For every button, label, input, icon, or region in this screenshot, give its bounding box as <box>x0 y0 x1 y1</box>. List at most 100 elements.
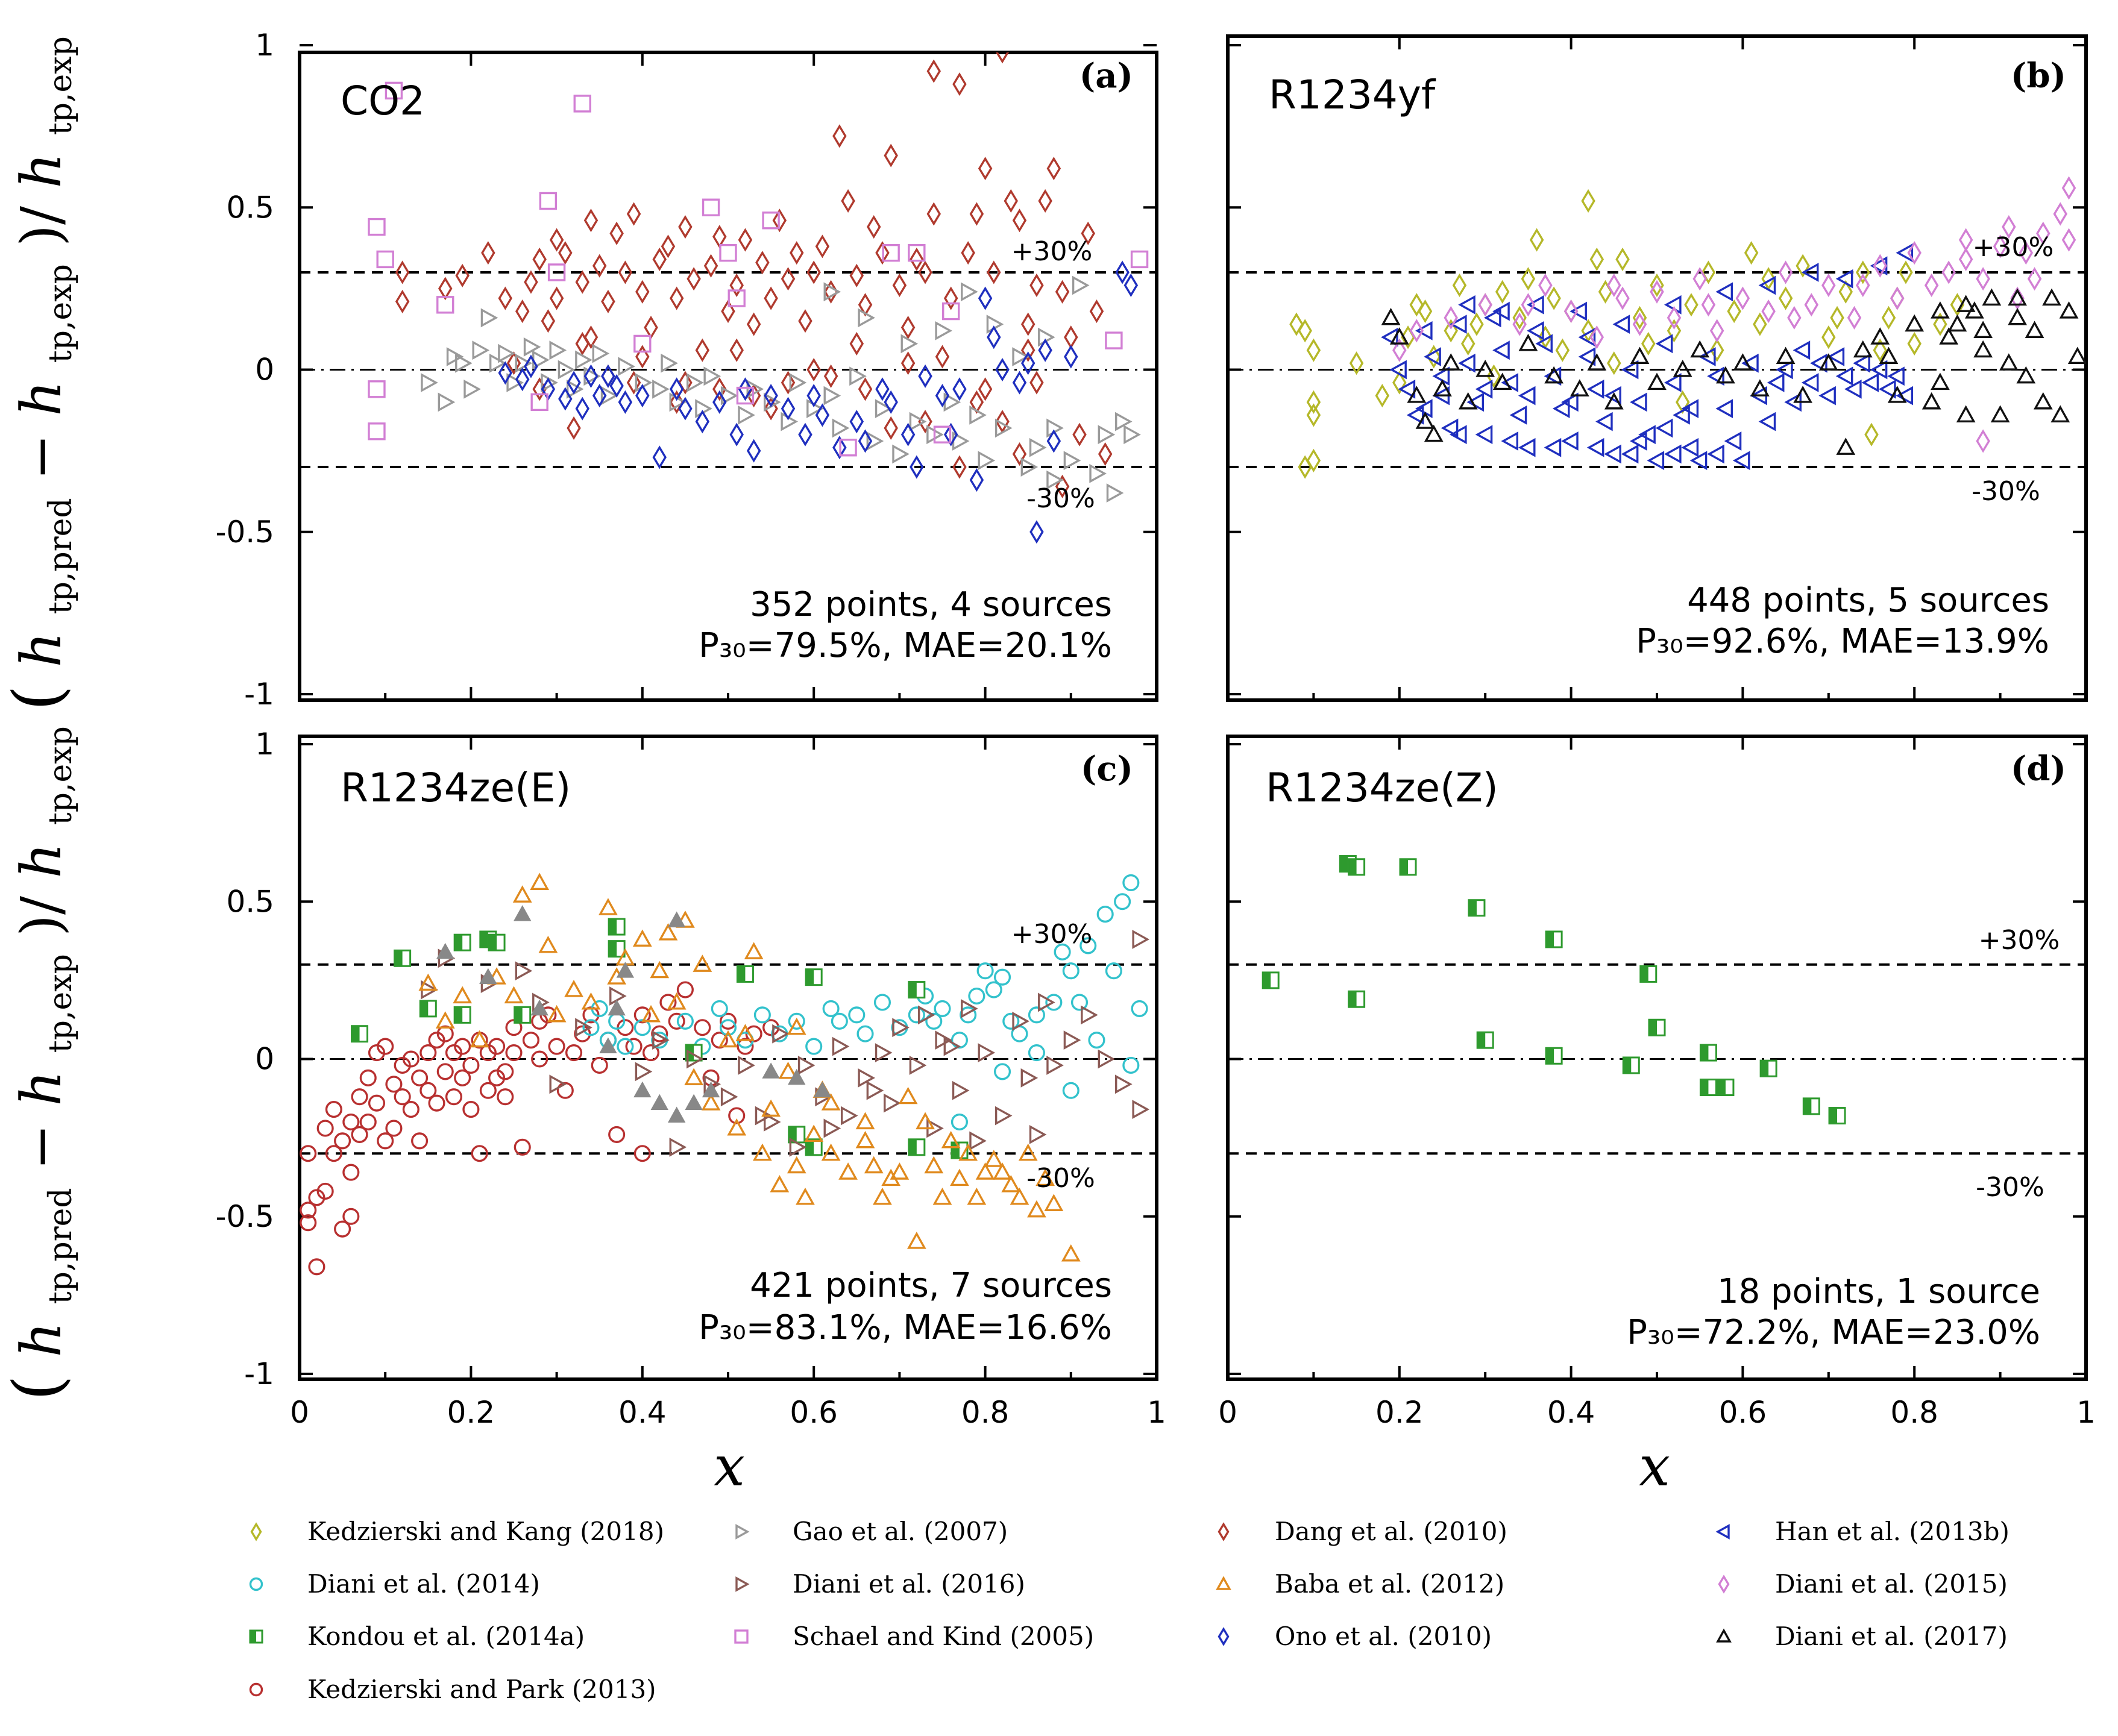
data-point <box>1887 366 1905 386</box>
data-point <box>1501 431 1519 451</box>
data-point <box>530 873 550 891</box>
data-point <box>608 1126 626 1143</box>
data-point <box>368 422 386 440</box>
data-point <box>1639 965 1658 983</box>
data-point <box>762 212 780 230</box>
data-point <box>935 321 953 340</box>
data-point <box>934 1000 951 1017</box>
data-point <box>703 366 721 386</box>
data-point <box>952 1080 970 1100</box>
data-point <box>866 1080 884 1100</box>
data-point <box>633 1006 651 1024</box>
data-point <box>601 289 615 313</box>
data-point <box>823 282 841 302</box>
y-tick-label: -0.5 <box>215 1199 274 1234</box>
data-point <box>1758 275 1776 295</box>
stats-points: 421 points, 7 sources <box>750 1266 1112 1305</box>
data-point <box>727 289 746 307</box>
data-point <box>1844 379 1862 399</box>
data-points <box>300 873 1150 1276</box>
ylabel-minus: − <box>9 1106 74 1170</box>
data-point <box>841 189 855 213</box>
data-point <box>1648 1018 1666 1036</box>
data-point <box>996 52 1010 64</box>
data-point <box>985 981 1002 998</box>
data-point <box>1381 327 1398 347</box>
data-point <box>798 309 812 333</box>
data-point <box>943 422 958 447</box>
data-point <box>864 1156 884 1174</box>
data-point <box>1105 962 1122 980</box>
data-point <box>1029 371 1044 395</box>
data-point <box>1061 1244 1081 1262</box>
data-point <box>858 429 873 453</box>
data-point <box>411 1132 429 1150</box>
data-point <box>453 986 473 1004</box>
x-tick-label: 0.8 <box>1890 1395 1938 1430</box>
legend-label: Diani et al. (2015) <box>1775 1569 2008 1599</box>
data-point <box>950 1168 969 1186</box>
data-point <box>987 260 1001 284</box>
x-axis-title-left: x <box>714 1434 745 1499</box>
data-point <box>650 960 670 979</box>
data-point <box>1089 299 1104 324</box>
data-point <box>1724 431 1742 451</box>
data-point <box>1063 1030 1081 1050</box>
data-point <box>1063 451 1081 471</box>
data-point <box>1409 319 1424 343</box>
data-point <box>2016 366 2036 384</box>
data-point <box>1010 1187 1029 1205</box>
data-point <box>805 968 823 986</box>
data-point <box>498 361 513 385</box>
data-point <box>1002 1012 1020 1030</box>
data-point <box>873 1187 892 1205</box>
legend-marker <box>1218 1522 1230 1541</box>
data-point <box>1864 422 1879 447</box>
data-point <box>866 431 884 451</box>
data-point <box>1115 260 1130 284</box>
data-point <box>1958 247 1973 271</box>
data-point <box>1931 372 1950 390</box>
data-point <box>556 1082 574 1099</box>
data-point <box>505 1044 523 1062</box>
data-point <box>762 1019 780 1036</box>
data-point <box>608 918 626 936</box>
data-point <box>1821 325 1836 349</box>
ylabel-h1: h <box>9 1321 74 1357</box>
data-point <box>823 386 841 406</box>
data-point <box>368 380 386 398</box>
data-point <box>1818 353 1838 371</box>
data-point <box>762 1062 780 1079</box>
legend-label: Kedzierski and Kang (2018) <box>307 1517 664 1546</box>
data-point <box>745 1025 762 1042</box>
data-point <box>549 286 564 310</box>
series-diani_2015 <box>1392 176 2076 453</box>
legend-marker <box>1218 1627 1230 1646</box>
data-point <box>702 198 720 216</box>
data-point <box>875 399 893 419</box>
legend-marker <box>249 1577 263 1591</box>
data-point <box>1289 312 1304 336</box>
data-point <box>1409 293 1424 317</box>
data-point <box>1741 353 1759 373</box>
data-point <box>1664 444 1682 464</box>
data-point <box>1982 288 2002 306</box>
data-point <box>325 1101 342 1118</box>
data-point <box>1778 260 1793 284</box>
data-point <box>428 1094 445 1112</box>
data-point <box>961 999 978 1018</box>
data-point <box>583 208 599 233</box>
data-point <box>1647 372 1667 390</box>
data-point <box>481 241 495 265</box>
data-point <box>1389 360 1407 380</box>
data-point <box>790 241 804 265</box>
data-point <box>531 1050 548 1068</box>
data-point <box>1020 457 1039 477</box>
data-point <box>1544 366 1564 384</box>
data-point <box>1621 360 1639 380</box>
data-point <box>1589 325 1604 349</box>
data-point <box>976 962 994 980</box>
data-point <box>651 1025 668 1042</box>
data-point <box>633 1081 652 1098</box>
